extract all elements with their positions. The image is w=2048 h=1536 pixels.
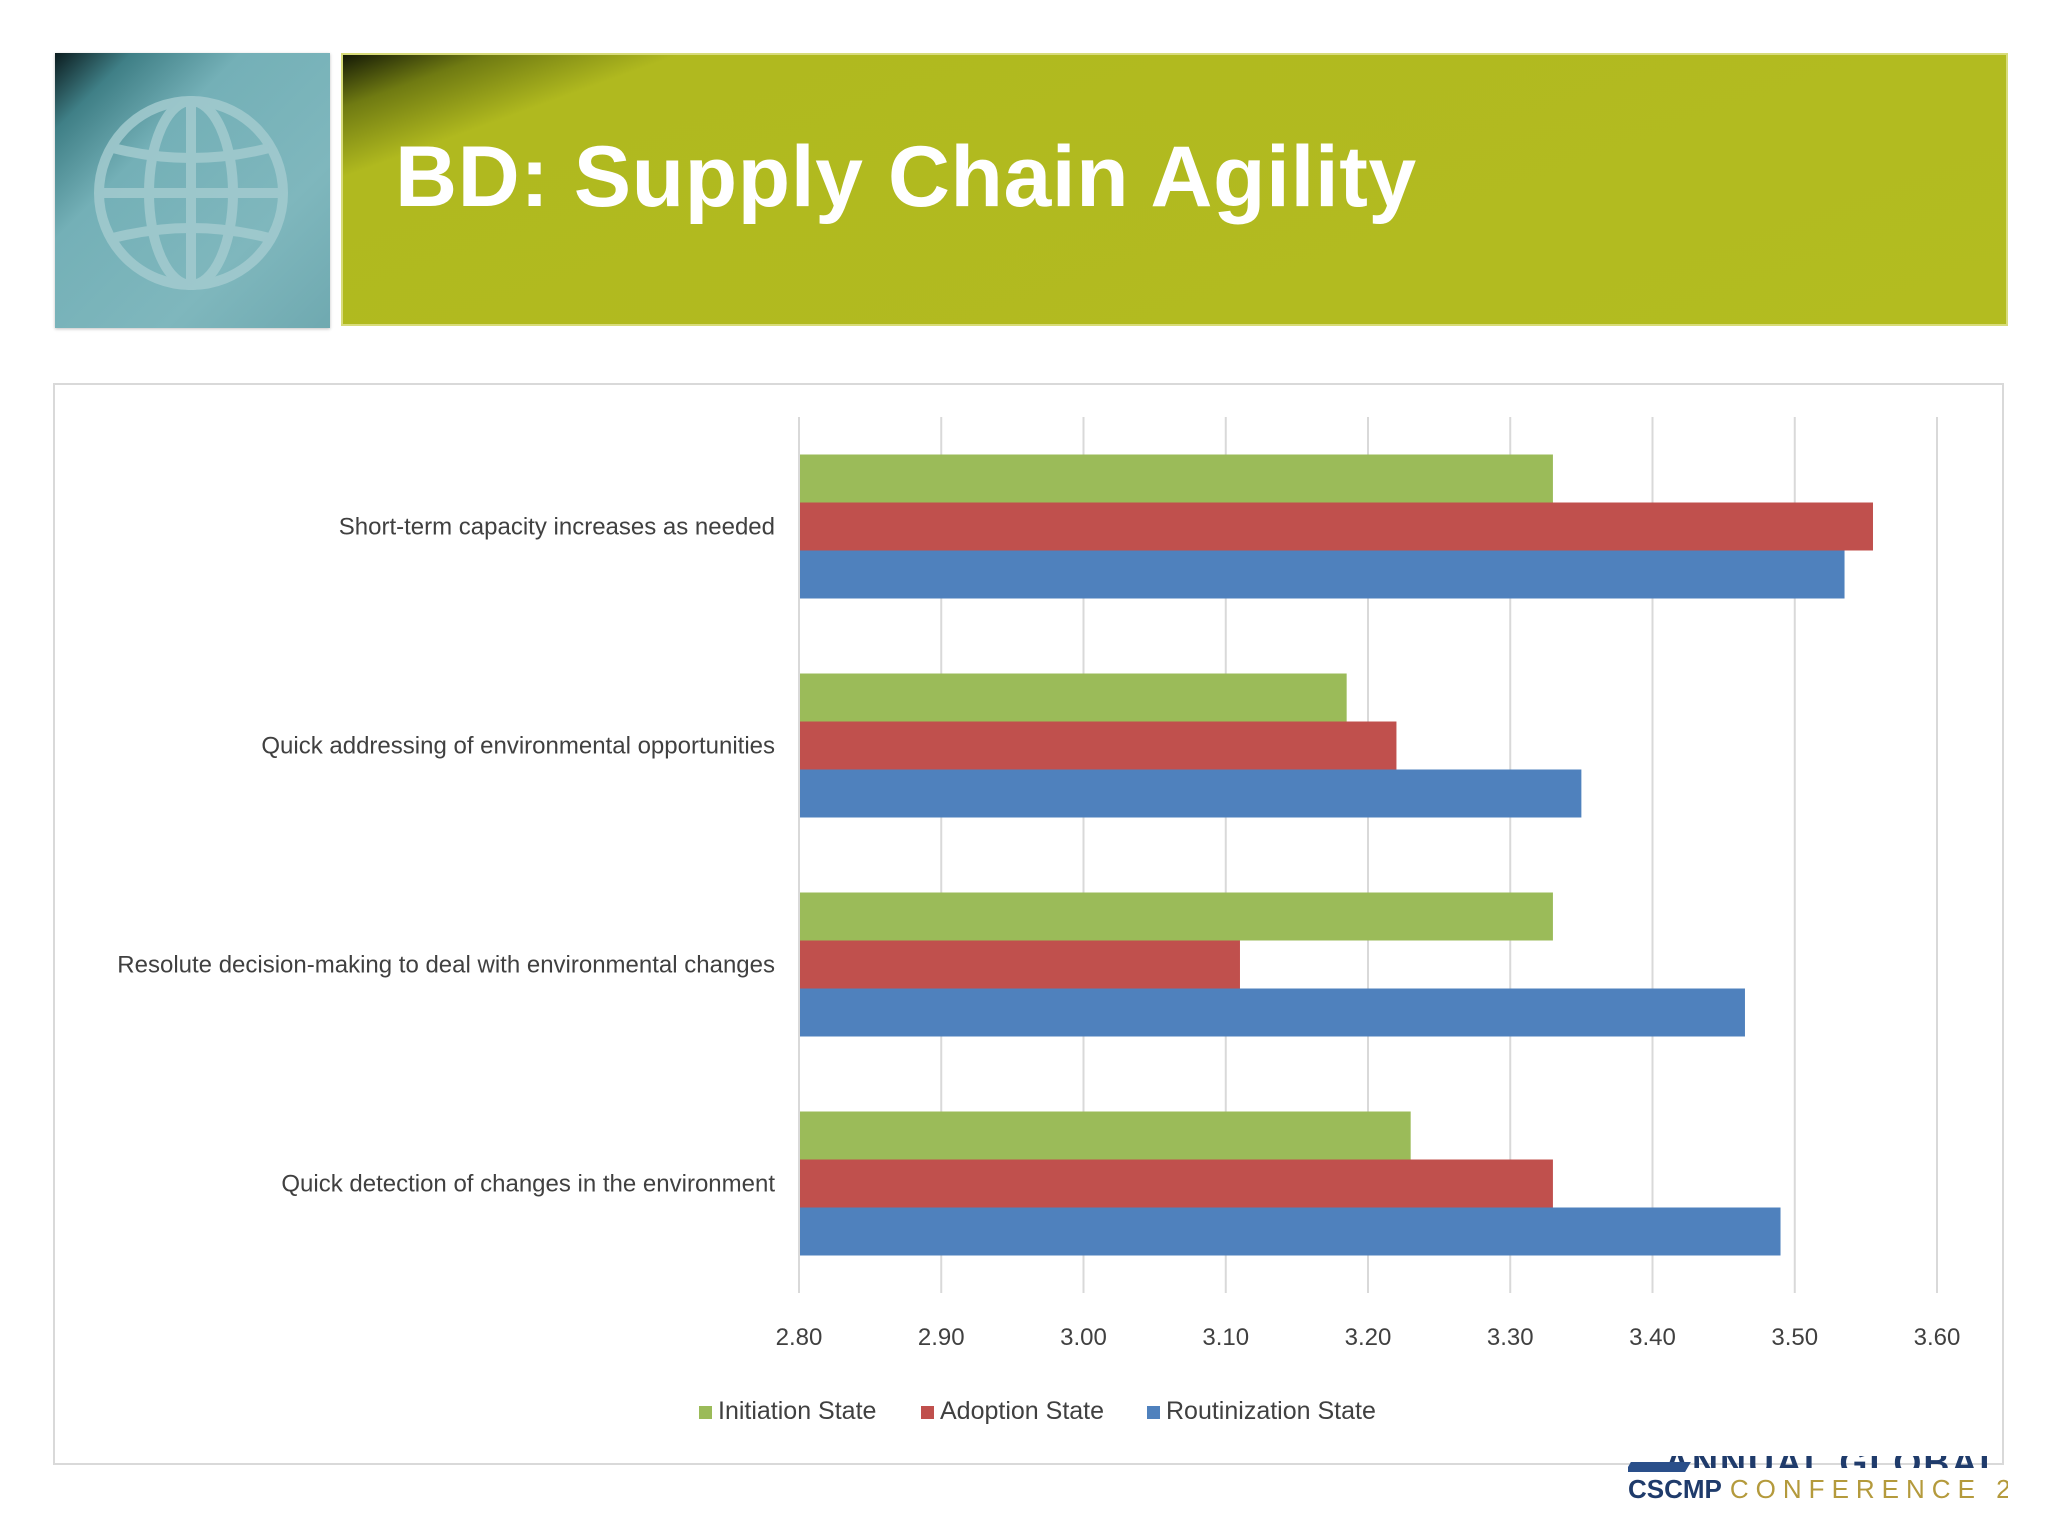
legend-label: Routinization State <box>1166 1397 1376 1425</box>
category-label: Quick detection of changes in the enviro… <box>281 1171 775 1198</box>
x-tick-label: 3.20 <box>1345 1324 1392 1351</box>
x-tick-label: 3.30 <box>1487 1324 1534 1351</box>
category-label: Short-term capacity increases as needed <box>339 514 775 541</box>
bar <box>799 1159 1553 1208</box>
legend-swatch <box>921 1406 934 1419</box>
bar-chart: 2.80 2.90 3.00 3.10 3.20 3.30 3.40 3.50 3.60 Shor… <box>117 417 1961 1425</box>
x-tick-label: 3.50 <box>1771 1324 1818 1351</box>
footer-brand: CSCMP <box>1628 1474 1722 1504</box>
bar <box>799 892 1553 941</box>
legend-swatch <box>1147 1406 1160 1419</box>
x-tick-label: 3.10 <box>1202 1324 1249 1351</box>
globe-icon <box>94 96 288 290</box>
bars: Short-term capacity increases as needed Q… <box>117 454 1873 1256</box>
footer-conference: CONFERENCE 2014 <box>1729 1474 2008 1504</box>
x-tick-label: 3.00 <box>1060 1324 1107 1351</box>
footer-top-text: ANNUAL GLOBAL <box>1664 1456 2008 1468</box>
x-tick-label: 2.80 <box>776 1324 823 1351</box>
bar <box>799 673 1347 722</box>
bar <box>799 1111 1411 1160</box>
title-band <box>341 53 2008 326</box>
bar <box>799 454 1553 503</box>
legend-swatch <box>699 1406 712 1419</box>
x-tick-label: 3.40 <box>1629 1324 1676 1351</box>
x-tick-label: 2.90 <box>918 1324 965 1351</box>
legend-label: Adoption State <box>940 1397 1104 1425</box>
chart-frame: 2.80 2.90 3.00 3.10 3.20 3.30 3.40 3.50 3.60 Shor… <box>53 383 2004 1465</box>
bar <box>799 550 1845 599</box>
bar <box>799 988 1745 1037</box>
slide-title: BD: Supply Chain Agility <box>395 129 1417 225</box>
category-label: Quick addressing of environmental opport… <box>261 733 775 760</box>
x-tick-label: 3.60 <box>1914 1324 1961 1351</box>
legend: Initiation State Adoption State Routinizat… <box>699 1397 1376 1425</box>
footer-swoosh <box>1628 1462 1691 1472</box>
bar <box>799 502 1873 551</box>
bar <box>799 721 1397 770</box>
category-label: Resolute decision-making to deal with en… <box>117 952 775 979</box>
legend-label: Initiation State <box>718 1397 876 1425</box>
bar <box>799 940 1240 989</box>
bar <box>799 769 1582 818</box>
bar <box>799 1207 1781 1256</box>
logo-panel <box>55 53 330 328</box>
